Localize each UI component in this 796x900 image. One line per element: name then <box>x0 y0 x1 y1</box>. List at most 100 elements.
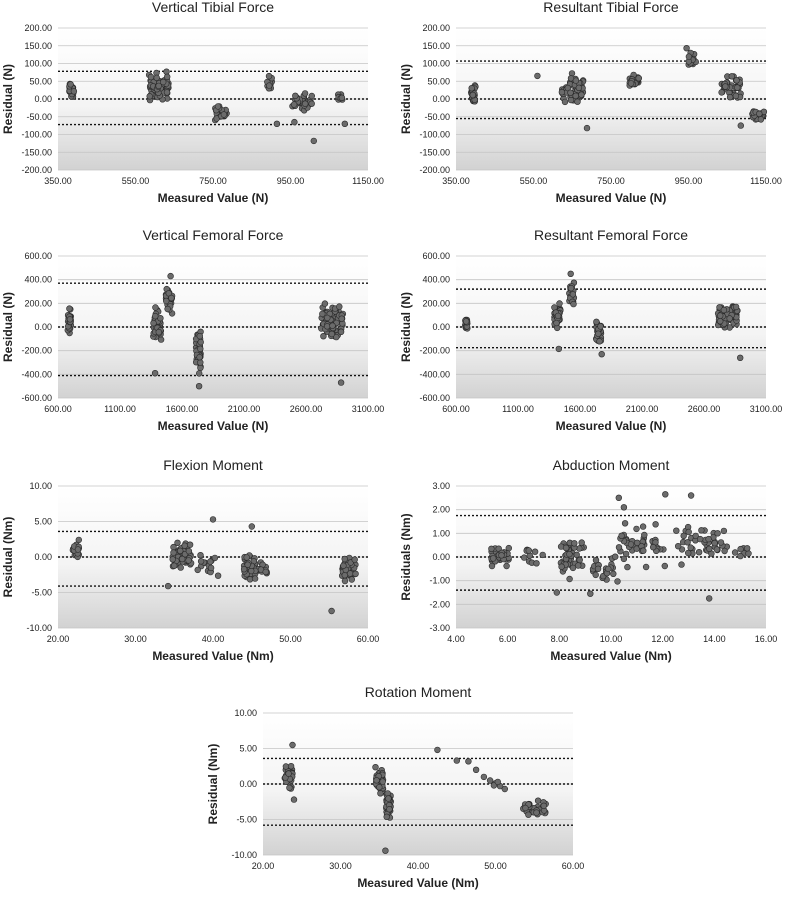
data-point <box>341 120 348 128</box>
data-point <box>185 557 192 564</box>
data-point <box>566 550 573 558</box>
y-tick-label: -2.00 <box>429 599 450 609</box>
data-point <box>534 72 541 80</box>
data-point <box>732 92 740 100</box>
data-point <box>684 539 691 546</box>
chart-title: Abduction Moment <box>553 457 670 473</box>
data-point <box>310 137 317 145</box>
y-tick-label: -100.00 <box>419 130 450 140</box>
data-point <box>167 272 174 280</box>
data-point <box>480 773 488 781</box>
data-point <box>220 111 228 118</box>
x-tick-label: 2600.00 <box>688 404 721 414</box>
data-point <box>576 556 583 564</box>
grid-lines <box>58 485 368 629</box>
data-point <box>695 548 703 556</box>
data-point <box>683 44 690 52</box>
data-point <box>286 784 293 792</box>
chart-title: Vertical Femoral Force <box>143 227 284 243</box>
y-tick-label: 0.00 <box>239 779 257 789</box>
tick-labels: 200.00 150.00 100.00 50.00 0.00 -50.00 -100.00… <box>21 23 383 186</box>
data-point <box>567 96 575 104</box>
data-point <box>66 316 74 323</box>
data-point <box>567 284 575 292</box>
data-point <box>169 556 176 563</box>
y-axis-label: Residual (Nm) <box>206 744 220 825</box>
data-point <box>179 555 186 563</box>
data-point <box>164 305 171 313</box>
chart-title: Flexion Moment <box>163 457 263 473</box>
data-point <box>726 93 734 101</box>
y-tick-label: 2.00 <box>432 505 450 515</box>
y-tick-label: 1.00 <box>432 528 450 538</box>
data-point <box>157 336 165 343</box>
data-point <box>578 539 585 546</box>
x-tick-label: 3100.00 <box>750 404 783 414</box>
data-point <box>151 370 159 377</box>
data-point <box>74 546 82 553</box>
x-axis-label: Measured Value (N) <box>556 191 667 205</box>
chart-abduction-moment: 3.00 2.00 1.00 0.00 -1.00 -2.00 -3.004.00 6.00 8… <box>399 457 778 663</box>
data-point <box>605 565 612 573</box>
data-point <box>469 91 477 99</box>
data-point <box>265 72 273 80</box>
y-tick-label: 50.00 <box>29 76 52 86</box>
data-point <box>737 122 744 129</box>
data-point <box>383 813 390 821</box>
data-point <box>553 589 561 596</box>
data-point <box>321 300 329 307</box>
data-point <box>634 539 641 547</box>
chart-title: Resultant Femoral Force <box>534 227 688 243</box>
y-axis-label: Residuals (Nm) <box>399 513 413 600</box>
data-point <box>574 98 581 105</box>
x-axis-label: Measured Value (N) <box>158 419 269 433</box>
x-tick-label: 16.00 <box>755 634 778 644</box>
y-tick-label: -200.00 <box>419 346 450 356</box>
data-point <box>583 124 591 132</box>
data-point <box>147 73 155 81</box>
data-point <box>163 297 170 305</box>
data-point <box>160 78 167 86</box>
y-tick-label: 400.00 <box>24 275 52 285</box>
x-tick-label: 2100.00 <box>228 404 261 414</box>
data-point <box>734 84 741 91</box>
data-point <box>308 100 315 107</box>
data-point <box>465 758 472 765</box>
data-point <box>592 571 599 579</box>
y-tick-label: -200.00 <box>21 346 52 356</box>
y-tick-label: 150.00 <box>24 41 52 51</box>
y-tick-label: 10.00 <box>29 481 52 491</box>
data-point <box>197 364 204 372</box>
data-point <box>717 317 724 325</box>
data-point <box>333 333 340 341</box>
data-point <box>717 312 724 319</box>
x-tick-label: 600.00 <box>44 404 72 414</box>
data-point <box>290 101 298 108</box>
y-tick-label: 0.00 <box>34 552 52 562</box>
data-point <box>376 783 383 791</box>
data-point <box>627 541 635 548</box>
data-point <box>177 547 184 555</box>
data-point <box>526 552 534 559</box>
x-tick-label: 350.00 <box>44 176 72 186</box>
data-point <box>620 555 628 563</box>
data-point <box>737 552 744 560</box>
data-point <box>211 554 219 562</box>
data-point <box>714 530 721 537</box>
x-axis-label: Measured Value (Nm) <box>357 876 478 890</box>
data-point <box>722 83 729 90</box>
data-point <box>615 494 623 501</box>
data-point <box>324 323 331 330</box>
y-tick-label: 100.00 <box>24 59 52 69</box>
data-point <box>737 545 744 553</box>
y-tick-label: 0.00 <box>34 322 52 332</box>
data-points <box>64 272 347 390</box>
x-tick-label: 4.00 <box>447 634 465 644</box>
data-point <box>642 563 650 571</box>
data-point <box>639 523 647 530</box>
data-point <box>567 270 574 277</box>
data-point <box>593 318 600 326</box>
y-tick-label: 0.00 <box>34 94 52 104</box>
data-point <box>328 607 335 615</box>
